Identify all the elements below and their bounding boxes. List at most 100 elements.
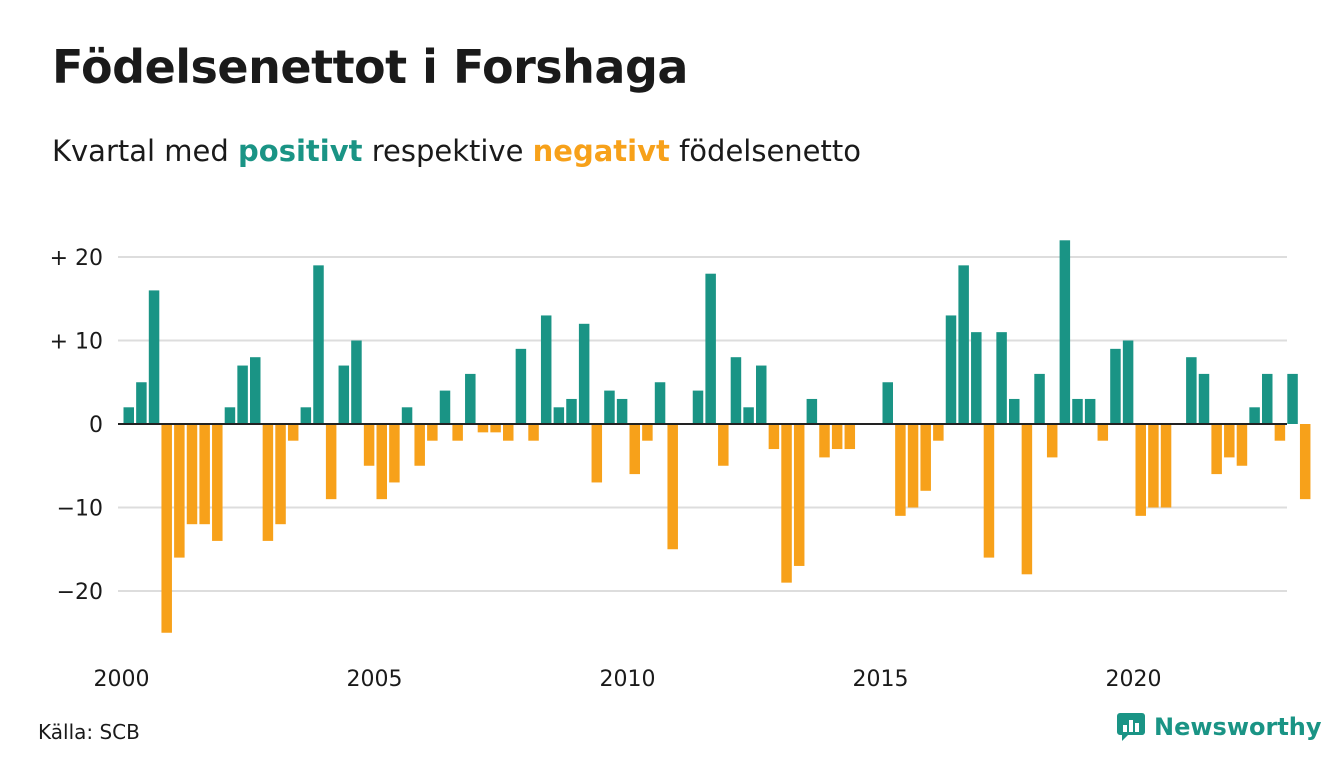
bar-q16 — [313, 265, 324, 424]
bar-q29 — [477, 424, 489, 433]
bar-q87 — [1211, 424, 1222, 475]
subtitle-positive: positivt — [238, 134, 363, 168]
bar-q65 — [933, 424, 944, 441]
bar-q66 — [945, 315, 957, 424]
bar-q24 — [414, 424, 425, 466]
bar-q28 — [465, 373, 476, 424]
newsworthy-logo-icon — [1117, 713, 1145, 741]
bar-q71 — [1009, 398, 1020, 424]
bar-q93 — [1287, 373, 1298, 424]
bar-q7 — [199, 424, 210, 525]
bars — [123, 240, 1311, 633]
bar-q80 — [1122, 340, 1134, 424]
bar-q23 — [401, 407, 413, 424]
bar-q26 — [439, 390, 451, 424]
bar-q92 — [1274, 424, 1286, 441]
bar-q51 — [756, 365, 767, 424]
bar-q88 — [1224, 424, 1235, 458]
bar-q20 — [363, 424, 375, 466]
bar-q76 — [1072, 398, 1083, 424]
brand-logo[interactable]: Newsworthy — [1116, 712, 1322, 742]
bar-q75 — [1059, 240, 1071, 424]
bar-q15 — [300, 407, 312, 424]
subtitle-middle: respektive — [371, 134, 524, 168]
x-tick-label: 2000 — [94, 667, 150, 692]
subtitle-suffix: födelsenetto — [679, 134, 861, 168]
bar-q94 — [1299, 424, 1311, 500]
bar-q86 — [1198, 373, 1210, 424]
bar-q38 — [591, 424, 603, 483]
bar-q34 — [540, 315, 552, 424]
bar-q33 — [528, 424, 539, 441]
bar-q12 — [262, 424, 274, 541]
y-axis-labels: + 20 + 10 0 −10 −20 — [50, 246, 103, 605]
bar-q42 — [642, 424, 653, 441]
chart-title: Födelsenettot i Forshaga — [52, 40, 688, 94]
x-tick-label: 2015 — [853, 667, 909, 692]
bar-q64 — [920, 424, 931, 491]
bar-q22 — [389, 424, 400, 483]
bar-q62 — [895, 424, 906, 516]
bar-q77 — [1084, 398, 1096, 424]
bar-q49 — [730, 357, 742, 424]
bar-q58 — [844, 424, 856, 450]
bar-q30 — [490, 424, 501, 433]
bar-q90 — [1249, 407, 1260, 424]
bar-q63 — [907, 424, 919, 508]
x-tick-label: 2005 — [347, 667, 403, 692]
bar-q9 — [224, 407, 236, 424]
bar-q74 — [1046, 424, 1058, 458]
bar-q1 — [123, 407, 134, 424]
bar-q47 — [705, 273, 716, 424]
x-tick-label: 2020 — [1106, 667, 1162, 692]
subtitle-prefix: Kvartal med — [52, 134, 229, 168]
bar-q5 — [174, 424, 185, 558]
bar-q3 — [148, 290, 160, 424]
bar-q52 — [768, 424, 780, 450]
bar-q31 — [503, 424, 514, 441]
bar-q48 — [718, 424, 729, 466]
bar-q78 — [1097, 424, 1109, 441]
bar-q83 — [1160, 424, 1172, 508]
bar-q14 — [287, 424, 299, 441]
bar-q85 — [1186, 357, 1197, 424]
bar-q81 — [1135, 424, 1146, 516]
bar-q11 — [250, 357, 261, 424]
bar-q32 — [515, 348, 527, 424]
bar-q39 — [604, 390, 615, 424]
gridlines — [118, 256, 1287, 592]
bar-q13 — [275, 424, 286, 525]
chart-subtitle: Kvartal med positivt respektive negativt… — [52, 134, 861, 168]
bar-q35 — [553, 407, 565, 424]
source-note: Källa: SCB — [38, 720, 140, 744]
y-tick-label: 0 — [89, 413, 103, 438]
bar-q43 — [654, 382, 666, 424]
bar-q56 — [819, 424, 830, 458]
y-tick-label: + 20 — [50, 246, 103, 271]
bar-q6 — [186, 424, 198, 525]
bar-q44 — [667, 424, 678, 550]
bar-q55 — [806, 398, 818, 424]
x-tick-label: 2010 — [600, 667, 656, 692]
bar-q91 — [1262, 373, 1273, 424]
bar-q68 — [971, 332, 982, 424]
bar-q8 — [212, 424, 223, 541]
bar-q36 — [566, 398, 577, 424]
bar-q50 — [743, 407, 754, 424]
bar-q2 — [136, 382, 147, 424]
bar-q82 — [1148, 424, 1159, 508]
bar-q19 — [351, 340, 362, 424]
bar-q46 — [692, 390, 704, 424]
bar-q18 — [338, 365, 350, 424]
bar-q72 — [1021, 424, 1033, 575]
subtitle-negative: negativt — [532, 134, 670, 168]
bar-q41 — [629, 424, 640, 475]
bar-q17 — [325, 424, 337, 500]
y-tick-label: + 10 — [50, 330, 103, 355]
bar-q70 — [996, 332, 1007, 424]
brand-name: Newsworthy — [1154, 713, 1322, 741]
bar-q53 — [781, 424, 792, 583]
bar-q10 — [237, 365, 248, 424]
x-axis-labels: 2000 2005 2010 2015 2020 — [94, 667, 1162, 692]
bar-q69 — [983, 424, 995, 558]
